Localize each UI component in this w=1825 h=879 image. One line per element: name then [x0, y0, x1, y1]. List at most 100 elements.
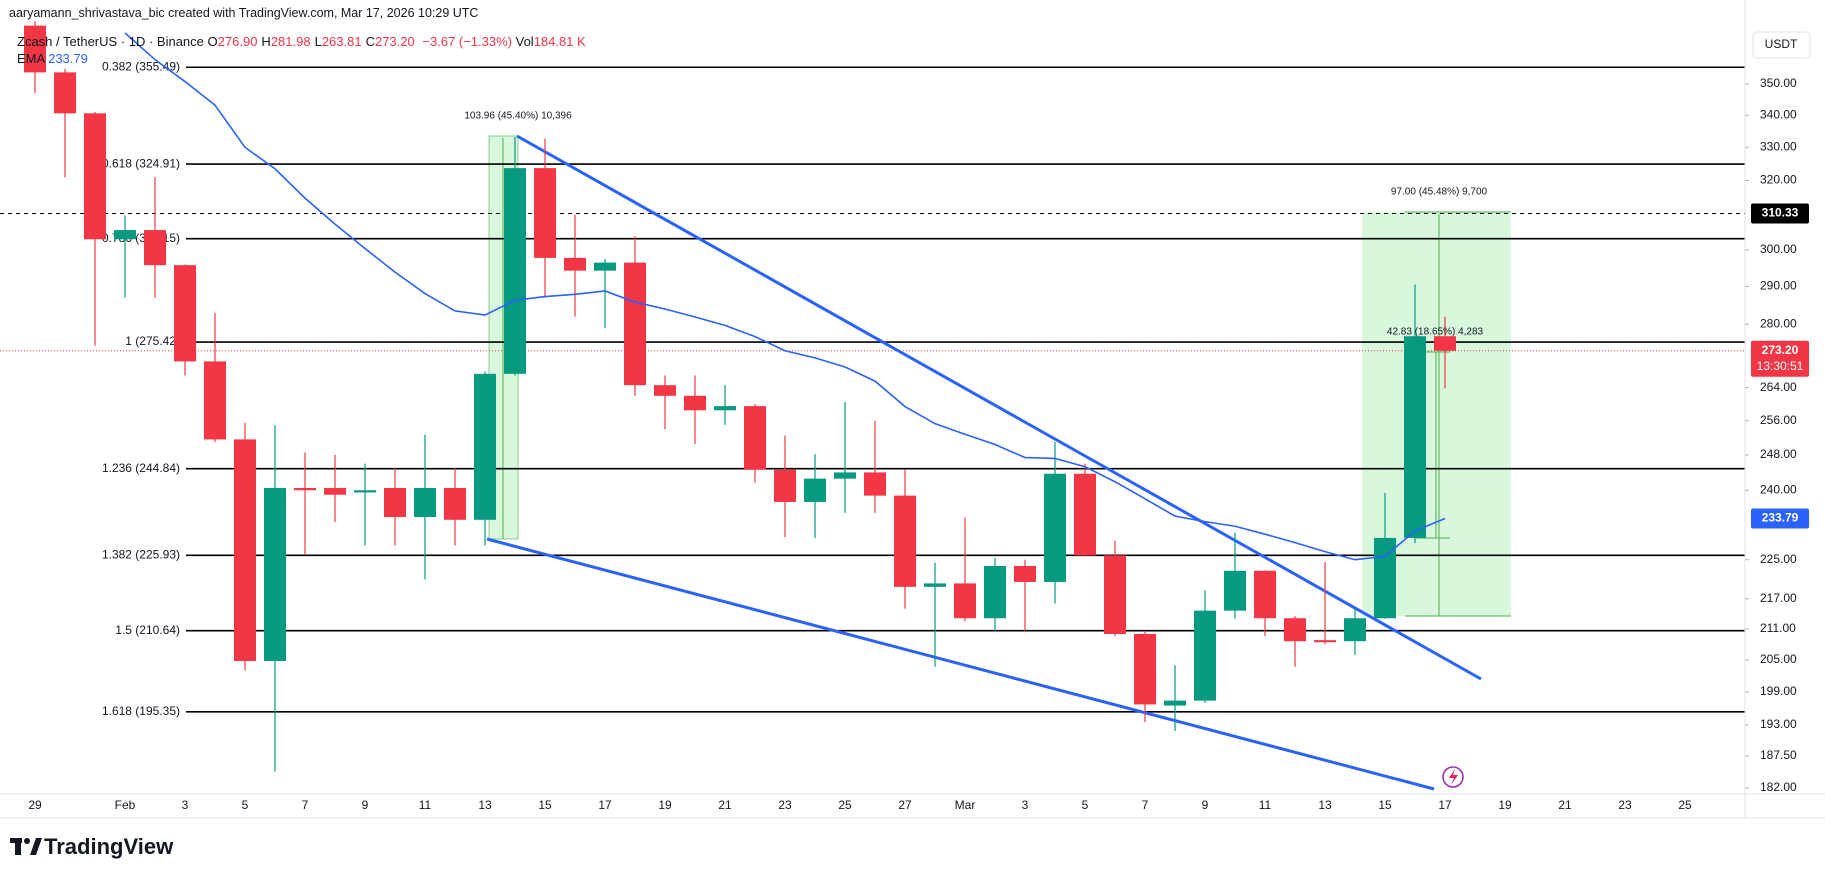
y-tick-label: 320.00	[1760, 173, 1797, 187]
candle-body	[534, 168, 556, 258]
x-tick-label: 19	[658, 798, 672, 812]
y-tick-label: 330.00	[1760, 140, 1797, 154]
y-tick-label: 290.00	[1760, 279, 1797, 293]
quote-label: C	[365, 34, 375, 49]
x-tick-label: 5	[242, 798, 249, 812]
y-tick-label: 240.00	[1760, 482, 1797, 496]
x-tick-label: 11	[419, 798, 432, 812]
logo-part	[30, 838, 42, 855]
candle-body	[294, 487, 316, 491]
y-tick-label: 217.00	[1760, 591, 1797, 605]
y-tick-label: 199.00	[1760, 684, 1797, 698]
candle-body	[714, 406, 736, 411]
ema-line	[124, 32, 1446, 561]
x-tick-label: 25	[838, 798, 852, 812]
candle-body	[1284, 618, 1306, 642]
candle-body	[624, 262, 646, 386]
y-tick-label: 193.00	[1760, 717, 1797, 731]
candle-body	[924, 583, 946, 587]
measure-label: 103.96 (45.40%) 10,396	[464, 111, 572, 122]
candle-body	[834, 472, 856, 479]
candle-body	[354, 490, 376, 493]
candle-body	[564, 257, 586, 271]
logo-icon	[10, 838, 42, 855]
candle-body	[414, 487, 436, 518]
volume: 184.81 K	[533, 34, 586, 49]
currency-box[interactable]	[1752, 31, 1811, 59]
candle-body	[1374, 537, 1396, 619]
x-tick-label: 5	[1082, 798, 1089, 812]
candle-body	[1134, 633, 1156, 705]
x-tick-label: 29	[28, 798, 42, 812]
fib-label: 1.618 (195.35)	[102, 704, 180, 718]
reference-marker	[1751, 203, 1809, 224]
candle-body	[684, 395, 706, 411]
candle-body	[804, 478, 826, 502]
candle-body	[1164, 700, 1186, 706]
candle-body	[174, 265, 196, 362]
candle-body	[24, 25, 46, 73]
y-tick-label: 300.00	[1760, 242, 1797, 256]
candle-body	[654, 385, 676, 396]
y-tick-label: 225.00	[1760, 552, 1797, 566]
candle-body	[474, 373, 496, 520]
x-tick-label: 7	[1142, 798, 1149, 812]
quote-value: 263.81	[321, 34, 362, 49]
fib-label: 1.382 (225.93)	[102, 547, 180, 561]
candle-body	[894, 495, 916, 587]
y-tick-label: 350.00	[1760, 76, 1797, 90]
x-tick-label: 17	[1438, 798, 1452, 812]
y-tick-label: 248.00	[1760, 447, 1797, 461]
y-tick-label: 280.00	[1760, 316, 1797, 330]
candle-body	[204, 361, 226, 440]
quote-value: 273.20	[374, 34, 415, 49]
x-tick-label: 13	[1318, 798, 1332, 812]
x-tick-label: 27	[898, 798, 912, 812]
currency[interactable]: USDT	[1765, 37, 1798, 51]
quote-label: O	[207, 34, 218, 49]
candle-body	[444, 487, 466, 520]
plot-area: 0.382 (355.49) 0.618 (324.91) 0.786 (303.1…	[0, 21, 1745, 791]
candle-body	[54, 72, 76, 114]
fib-label: 0.618 (324.91)	[102, 156, 180, 170]
x-tick-label: 21	[1558, 798, 1572, 812]
candle-body	[744, 406, 766, 470]
x-tick-label: 19	[1498, 798, 1512, 812]
logo-part	[15, 838, 21, 855]
candle-body	[234, 439, 256, 661]
ema-marker-label: 233.79	[1762, 511, 1799, 525]
candle-body	[1104, 555, 1126, 634]
candle-body	[594, 262, 616, 271]
ema-legend: EMA 233.79	[17, 51, 88, 66]
candle-body	[984, 565, 1006, 619]
x-tick-label: 17	[598, 798, 612, 812]
x-tick-label: 3	[182, 798, 189, 812]
quote-label: H	[261, 34, 271, 49]
fib-label: 1 (275.42)	[125, 334, 180, 348]
candle-body	[384, 487, 406, 518]
author-line: aaryamann_shrivastava_bic created with T…	[9, 6, 479, 20]
candle-body	[1344, 618, 1366, 642]
candle-body	[1314, 640, 1336, 643]
x-tick-label: 25	[1678, 798, 1692, 812]
candle-body	[264, 487, 286, 661]
measure-label: 97.00 (45.48%) 9,700	[1391, 187, 1488, 198]
volume-label: Vol	[515, 34, 534, 49]
ema-name[interactable]: EMA	[17, 51, 45, 66]
fib-label: 0.786 (303.15)	[102, 231, 180, 245]
symbol-legend: Zcash / TetherUS · 1D · Binance O276.90 H…	[17, 34, 586, 49]
x-tick-label: 15	[1378, 798, 1392, 812]
ema-marker	[1751, 508, 1809, 529]
x-tick-label: 23	[1618, 798, 1632, 812]
quote: O276.90 H281.98 L263.81 C273.20	[208, 34, 419, 49]
candle-body	[1434, 336, 1456, 351]
y-tick-label: 264.00	[1760, 380, 1797, 394]
quote-value: 276.90	[217, 34, 258, 49]
x-tick-label: 9	[362, 798, 369, 812]
symbol[interactable]: Zcash / TetherUS · 1D · Binance	[17, 34, 204, 49]
candle-body	[114, 230, 136, 240]
x-tick-label: Mar	[955, 798, 976, 812]
y-tick-label: 340.00	[1760, 107, 1797, 121]
quote-label: L	[314, 34, 322, 49]
